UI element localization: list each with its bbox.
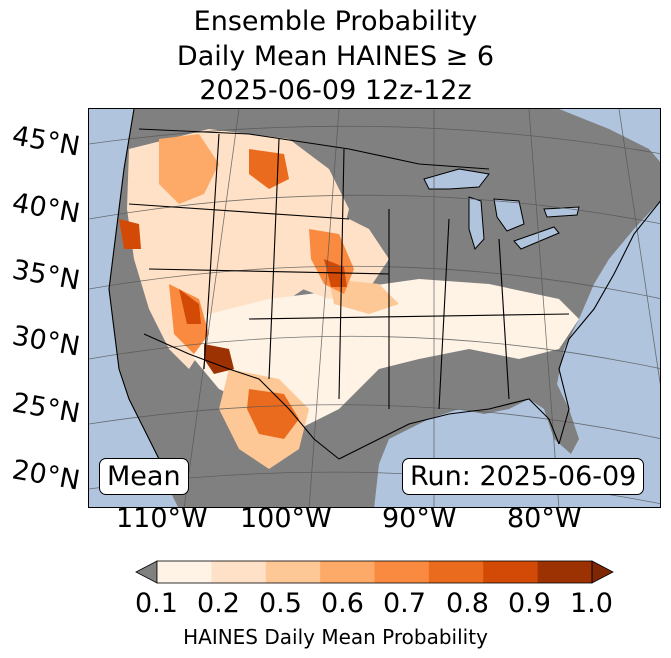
- lat-label-25: 25°N: [9, 387, 83, 430]
- lat-line-30: [89, 335, 660, 369]
- great-lakes: [423, 168, 580, 250]
- field-mid-wy: [249, 149, 289, 189]
- field-dark-nm: [204, 344, 234, 374]
- lat-line-35: [89, 265, 660, 299]
- colorbar-segment-0: [157, 561, 212, 583]
- colorbar-over-arrow: [591, 560, 614, 584]
- lake-ontario: [543, 206, 580, 218]
- lon-label-80: 80°W: [507, 503, 582, 534]
- cbar-tick-7: 1.0: [570, 588, 613, 619]
- colorbar-segment-3: [320, 561, 375, 583]
- lon-label-90: 90°W: [382, 503, 457, 534]
- colorbar-segment-4: [374, 561, 430, 583]
- lake-superior: [423, 168, 490, 190]
- field-mid-tx: [247, 389, 299, 439]
- map-panel: Mean Run: 2025-06-09: [88, 108, 661, 508]
- colorbar-segment-1: [211, 561, 267, 583]
- title-line-1: Ensemble Probability: [193, 6, 478, 37]
- title-line-2: Daily Mean HAINES ≥ 6: [176, 41, 495, 72]
- lat-label-35: 35°N: [9, 254, 83, 297]
- lat-label-45: 45°N: [9, 120, 83, 163]
- coastline-west: [108, 109, 160, 460]
- cbar-tick-1: 0.2: [197, 588, 240, 619]
- lon-line-80: [528, 109, 560, 507]
- state-border-3: [338, 148, 345, 400]
- probability-fields: [119, 129, 579, 469]
- colorbar-segment-6: [483, 561, 539, 583]
- state-border-5: [148, 268, 390, 275]
- us-canada-border: [138, 128, 490, 170]
- lake-erie: [513, 226, 560, 250]
- state-border-8: [438, 218, 450, 410]
- colorbar-under-arrow: [135, 560, 158, 584]
- run-date-label: Run: 2025-06-09: [402, 458, 645, 495]
- lon-label-100: 100°W: [240, 503, 332, 534]
- gulf-coast: [338, 398, 560, 460]
- state-border-6: [248, 313, 570, 320]
- cbar-tick-0: 0.1: [135, 588, 178, 619]
- mean-label: Mean: [99, 458, 189, 495]
- colorbar-segment-2: [265, 561, 321, 583]
- field-dark-or: [119, 219, 141, 249]
- colorbar-segment-7: [537, 561, 593, 583]
- lon-line-110: [183, 109, 240, 507]
- cbar-tick-2: 0.5: [259, 588, 302, 619]
- lon-line-70: [618, 109, 660, 386]
- colorbar: [135, 560, 614, 584]
- lake-michigan: [468, 196, 485, 250]
- field-mid-nw: [159, 134, 219, 204]
- state-border-4: [128, 203, 350, 220]
- lake-huron: [493, 198, 525, 232]
- state-border-9: [498, 238, 510, 400]
- lon-label-110: 110°W: [116, 503, 208, 534]
- cbar-tick-4: 0.7: [383, 588, 426, 619]
- field-dark-az: [179, 289, 201, 324]
- map-svg: [89, 109, 660, 507]
- lat-line-45: [89, 125, 660, 155]
- cbar-tick-6: 0.9: [508, 588, 551, 619]
- borders: [108, 109, 660, 460]
- title-line-3: 2025-06-09 12z-12z: [199, 75, 472, 106]
- cbar-tick-5: 0.8: [446, 588, 489, 619]
- lat-label-40: 40°N: [9, 187, 83, 230]
- lon-line-100: [308, 109, 340, 507]
- colorbar-title: HAINES Daily Mean Probability: [183, 625, 488, 649]
- state-border-2: [268, 138, 280, 380]
- cbar-tick-3: 0.6: [321, 588, 364, 619]
- state-border-1: [203, 133, 220, 370]
- colorbar-segment-5: [428, 561, 484, 583]
- east-coast: [558, 200, 660, 445]
- lat-line-25: [89, 404, 660, 439]
- us-mexico-border: [143, 333, 340, 460]
- colorbar-frame: [156, 560, 593, 584]
- lat-label-20: 20°N: [9, 454, 83, 497]
- lat-label-30: 30°N: [9, 320, 83, 363]
